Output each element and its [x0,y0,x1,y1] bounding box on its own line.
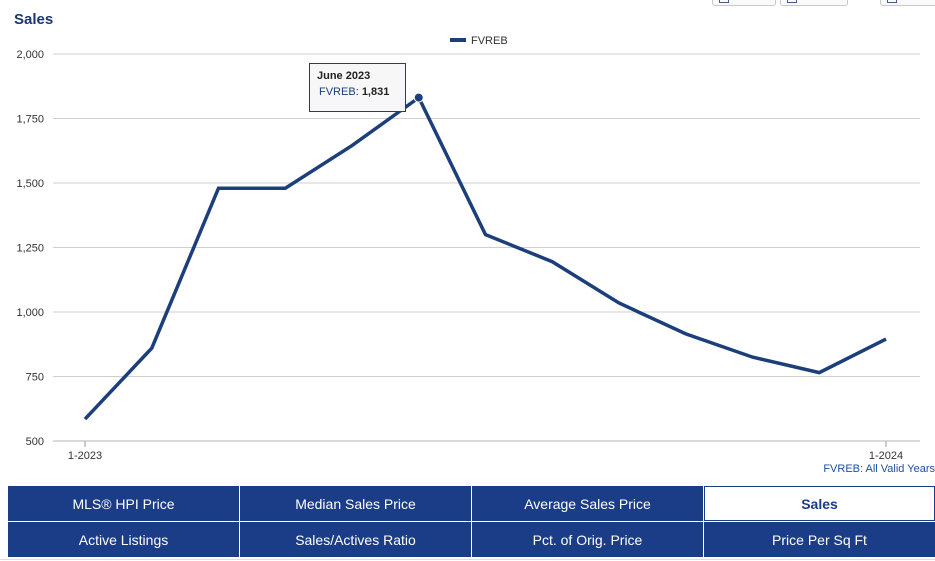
legend[interactable]: FVREB [450,35,508,47]
tab-median-sales-price[interactable]: Median Sales Price [240,486,471,521]
legend-label: FVREB [471,35,508,47]
toolbar-button-2[interactable] [780,0,848,6]
tooltip-series: FVREB [319,86,356,98]
x-tick-label: 1-2023 [68,450,102,462]
tooltip-value: 1,831 [361,86,390,98]
highlighted-point [413,92,424,103]
toolbar-button-1[interactable] [712,0,776,6]
source-note: FVREB: All Valid Years [823,463,935,475]
y-tick-label: 1,000 [16,307,44,319]
y-axis-ticks: 500 750 1,000 1,250 1,500 1,750 2,000 [16,49,44,448]
grid-lines [53,53,920,442]
y-tick-label: 1,750 [16,114,44,126]
tab-pct-of-orig-price[interactable]: Pct. of Orig. Price [472,522,703,557]
tooltip: June 2023 FVREB: 1,831 [309,63,406,112]
toolbar-button-3[interactable] [880,0,935,6]
y-tick-label: 1,250 [16,243,44,255]
tab-sales-actives-ratio[interactable]: Sales/Actives Ratio [240,522,471,557]
tab-average-sales-price[interactable]: Average Sales Price [472,486,703,521]
x-axis: 1-2023 1-2024 [68,441,903,462]
y-tick-label: 500 [26,436,44,448]
tooltip-line: FVREB: 1,831 [319,86,390,98]
series-line [83,94,887,421]
toolbar-icon [887,0,897,3]
bottom-divider [0,559,935,560]
tab-active-listings[interactable]: Active Listings [8,522,239,557]
tab-mls-hpi-price[interactable]: MLS® HPI Price [8,486,239,521]
chart-title: Sales [14,11,54,28]
x-tick-label: 1-2024 [869,450,903,462]
y-tick-label: 750 [26,372,44,384]
series-fvreb[interactable] [83,92,887,421]
tab-price-per-sq-ft[interactable]: Price Per Sq Ft [704,522,935,557]
metric-tabs: MLS® HPI Price Median Sales Price Averag… [8,486,935,557]
tooltip-title: June 2023 [317,70,371,82]
tab-sales[interactable]: Sales [704,486,935,521]
toolbar-icon [787,0,797,3]
y-tick-label: 2,000 [16,49,44,61]
y-tick-label: 1,500 [16,178,44,190]
legend-swatch [450,38,466,42]
toolbar-icon [719,0,729,3]
